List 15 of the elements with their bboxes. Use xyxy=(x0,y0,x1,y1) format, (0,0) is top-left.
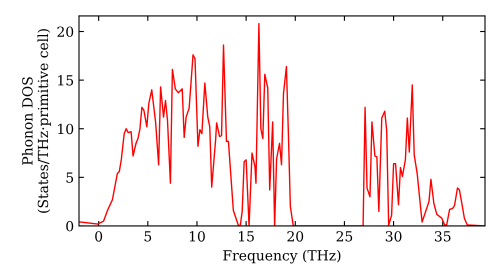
y-tick-label: 20 xyxy=(57,26,74,37)
x-tick-label: 20 xyxy=(287,231,304,242)
y-tick-label: 10 xyxy=(58,124,74,134)
x-tick-label: 0 xyxy=(95,231,102,242)
x-tick-label: 10 xyxy=(190,231,205,242)
y-tick-label: 5 xyxy=(66,172,74,183)
x-tick-label: 25 xyxy=(336,231,352,242)
x-tick-label: 15 xyxy=(238,231,254,242)
y-tick-label: 15 xyxy=(58,75,74,86)
x-tick-label: 5 xyxy=(144,231,152,242)
y-axis-title: Phonon DOS (States/THz·primitive cell) xyxy=(22,29,51,213)
y-tick-label: 0 xyxy=(66,220,74,232)
x-tick-label: 30 xyxy=(386,231,402,242)
x-tick-label: 35 xyxy=(434,231,450,242)
x-axis-title: Frequency (THz) xyxy=(223,250,340,264)
